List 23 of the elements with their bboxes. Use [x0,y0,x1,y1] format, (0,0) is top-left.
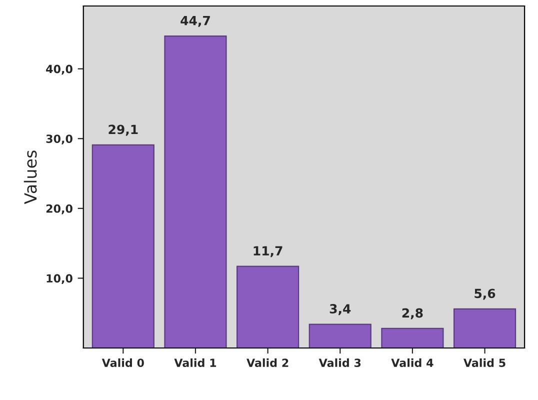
y-tick-label: 20,0 [46,204,72,214]
bar [453,308,516,348]
bar [308,324,372,348]
data-label: 44,7 [180,16,210,27]
y-axis-title: Values [24,150,37,204]
x-tick-label: Valid 3 [318,358,361,368]
data-label: 2,8 [402,308,423,320]
x-tick-label: Valid 4 [391,358,434,368]
data-label: 5,6 [474,288,496,300]
data-label: 3,4 [330,304,351,316]
x-tick-label: Valid 0 [102,358,144,368]
x-tick-label: Valid 5 [464,358,506,368]
bar [381,328,444,348]
data-label: 11,7 [254,246,282,258]
y-tick-label: 30,0 [46,134,72,144]
bar [164,35,227,348]
x-tick-label: Valid 1 [174,358,216,368]
data-label: 29,1 [108,124,138,136]
y-tick-label: 10,0 [46,274,72,284]
x-tick-label: Valid 2 [246,358,288,368]
bar [236,266,300,348]
bar [92,144,154,348]
y-tick-label: 40,0 [46,64,72,75]
